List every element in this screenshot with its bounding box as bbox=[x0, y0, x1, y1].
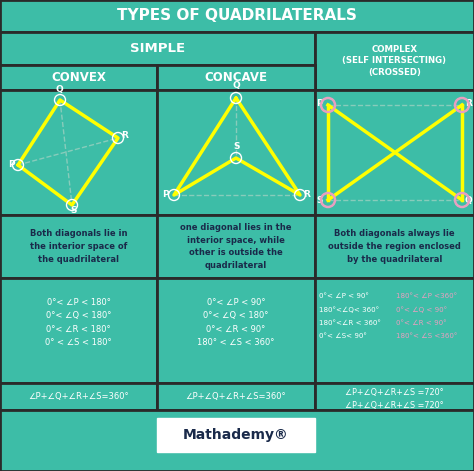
Text: Q: Q bbox=[233, 81, 241, 90]
Bar bbox=[315, 32, 474, 90]
Text: 0°< ∠S< 90°: 0°< ∠S< 90° bbox=[319, 333, 367, 340]
Text: 0°< ∠P < 180°
0°< ∠Q < 180°
0°< ∠R < 180°
0° < ∠S < 180°: 0°< ∠P < 180° 0°< ∠Q < 180° 0°< ∠R < 180… bbox=[45, 298, 112, 347]
Bar bbox=[157, 215, 315, 278]
Bar bbox=[0, 383, 157, 410]
Text: Q: Q bbox=[465, 196, 473, 205]
Text: R: R bbox=[303, 190, 310, 199]
Text: CONCAVE: CONCAVE bbox=[204, 71, 267, 84]
Text: Both diagonals lie in
the interior space of
the quadrilateral: Both diagonals lie in the interior space… bbox=[30, 229, 127, 264]
Text: 0°< ∠Q < 90°: 0°< ∠Q < 90° bbox=[396, 307, 447, 313]
Text: Q: Q bbox=[56, 85, 64, 94]
Text: 180°< ∠P <360°: 180°< ∠P <360° bbox=[396, 293, 457, 299]
Text: Both diagonals always lie
outside the region enclosed
by the quadrilateral: Both diagonals always lie outside the re… bbox=[328, 229, 461, 264]
Text: P: P bbox=[316, 99, 323, 108]
Bar bbox=[0, 410, 474, 471]
Text: P: P bbox=[8, 160, 15, 169]
Bar bbox=[0, 0, 474, 32]
Bar bbox=[157, 383, 315, 410]
Bar bbox=[0, 32, 315, 65]
Bar bbox=[157, 418, 315, 452]
Text: ∠P+∠Q+∠R+∠S =720°: ∠P+∠Q+∠R+∠S =720° bbox=[345, 401, 444, 410]
Text: ∠P+∠Q+∠R+∠S =720°: ∠P+∠Q+∠R+∠S =720° bbox=[345, 388, 444, 397]
Text: 180°< ∠S <360°: 180°< ∠S <360° bbox=[396, 333, 458, 340]
Bar bbox=[157, 278, 315, 383]
Text: P: P bbox=[162, 190, 169, 199]
Bar bbox=[315, 215, 474, 278]
Text: ∠P+∠Q+∠R+∠S=360°: ∠P+∠Q+∠R+∠S=360° bbox=[28, 392, 129, 401]
Text: 0°< ∠P < 90°: 0°< ∠P < 90° bbox=[319, 293, 369, 299]
Text: ∠P+∠Q+∠R+∠S=360°: ∠P+∠Q+∠R+∠S=360° bbox=[186, 392, 286, 401]
Text: one diagonal lies in the
interior space, while
other is outside the
quadrilatera: one diagonal lies in the interior space,… bbox=[180, 223, 292, 270]
Text: 0°< ∠R < 90°: 0°< ∠R < 90° bbox=[396, 320, 447, 326]
Text: 180°<∠Q< 360°: 180°<∠Q< 360° bbox=[319, 307, 379, 313]
Text: COMPLEX
(SELF INTERSECTING)
(CROSSED): COMPLEX (SELF INTERSECTING) (CROSSED) bbox=[343, 45, 447, 77]
Text: SIMPLE: SIMPLE bbox=[130, 42, 185, 55]
Bar bbox=[157, 65, 315, 90]
Text: S: S bbox=[233, 142, 239, 151]
Text: CONVEX: CONVEX bbox=[51, 71, 106, 84]
Bar bbox=[0, 278, 157, 383]
Text: S: S bbox=[316, 196, 322, 205]
Bar bbox=[315, 383, 474, 410]
Bar bbox=[0, 65, 157, 90]
Text: 0°< ∠P < 90°
0°< ∠Q < 180°
0°< ∠R < 90°
180° < ∠S < 360°: 0°< ∠P < 90° 0°< ∠Q < 180° 0°< ∠R < 90° … bbox=[197, 298, 275, 347]
Bar bbox=[0, 215, 157, 278]
Text: R: R bbox=[465, 99, 472, 108]
Text: 180°<∠R < 360°: 180°<∠R < 360° bbox=[319, 320, 381, 326]
Bar bbox=[157, 90, 315, 215]
Text: Mathademy®: Mathademy® bbox=[183, 428, 289, 442]
Text: TYPES OF QUADRILATERALS: TYPES OF QUADRILATERALS bbox=[117, 8, 357, 24]
Text: S: S bbox=[70, 206, 76, 215]
Bar bbox=[315, 90, 474, 215]
Bar bbox=[315, 278, 474, 383]
Bar bbox=[0, 90, 157, 215]
Text: R: R bbox=[121, 131, 128, 140]
